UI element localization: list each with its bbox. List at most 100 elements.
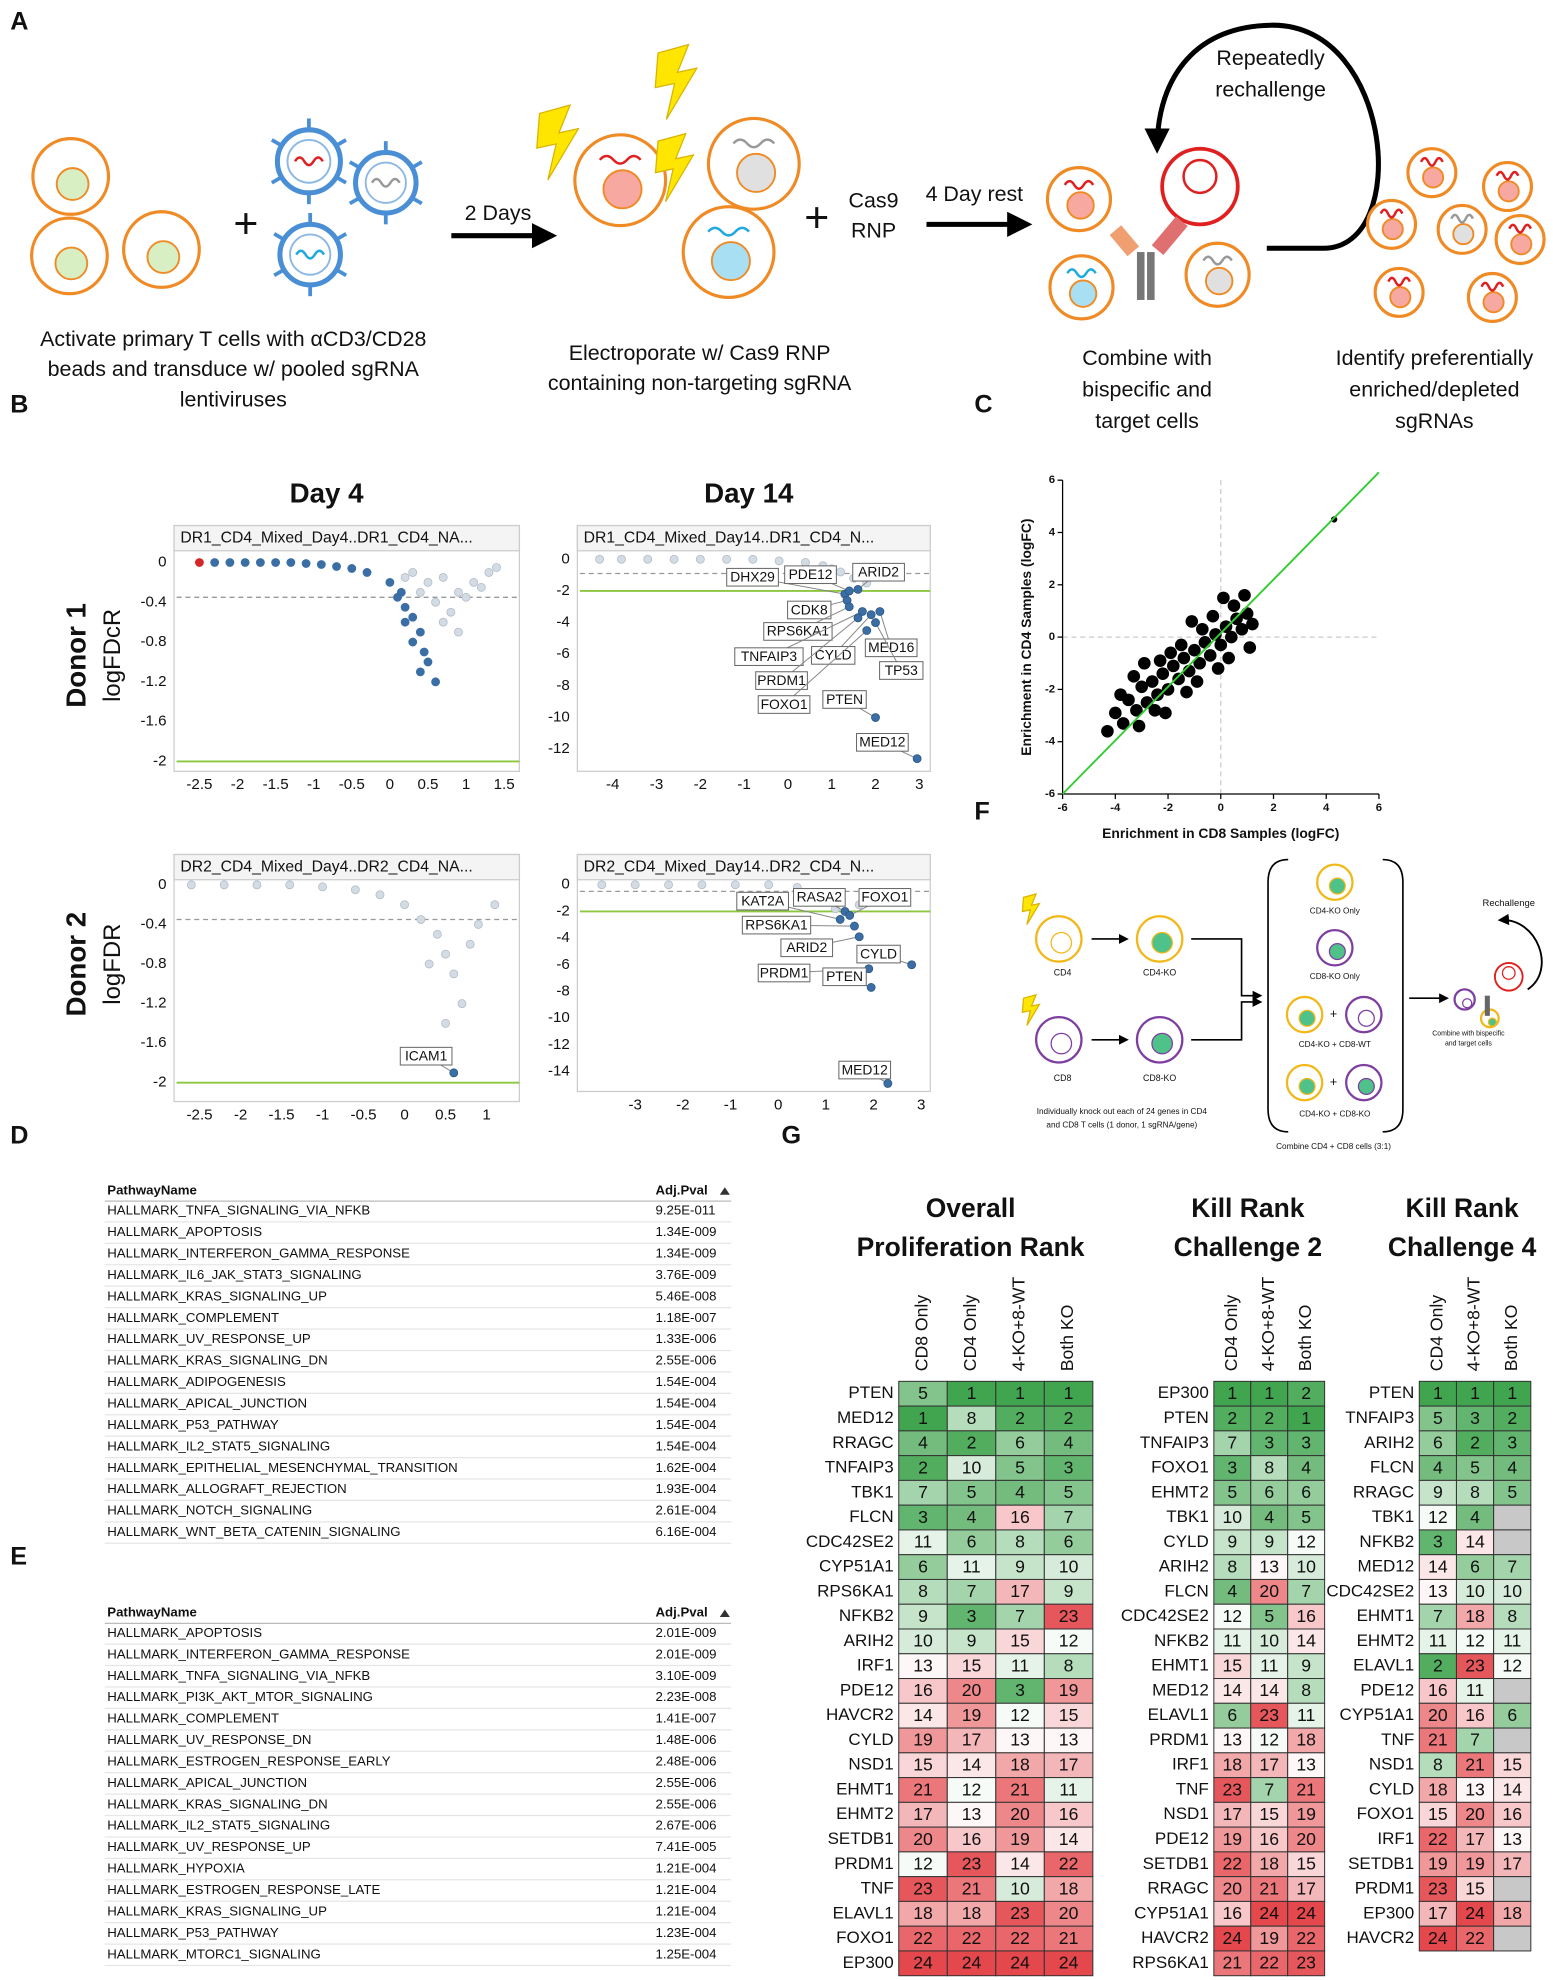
y-tick-label: 0 xyxy=(158,876,166,893)
table-cell: HALLMARK_INTERFERON_GAMMA_RESPONSE xyxy=(107,1246,410,1261)
plus: + xyxy=(1330,1007,1337,1021)
row-label: FOXO1 xyxy=(1357,1804,1415,1823)
heatmap-cell xyxy=(1250,1777,1289,1803)
gene-label: RPS6KA1 xyxy=(745,916,808,932)
heatmap-cell xyxy=(995,1727,1045,1754)
x-tick-label: -1 xyxy=(316,1106,329,1123)
cell-value: 8 xyxy=(1507,1606,1517,1626)
heatmap-cell xyxy=(995,1455,1045,1481)
label: bispecific and xyxy=(1082,377,1212,401)
cell-value: 2 xyxy=(1227,1408,1237,1428)
cell-value: 5 xyxy=(918,1383,928,1403)
row-label: NFKB2 xyxy=(1154,1631,1209,1650)
heatmap-cell xyxy=(1455,1702,1495,1729)
cell-value: 18 xyxy=(1296,1730,1316,1750)
cell-value: 1 xyxy=(1470,1383,1480,1403)
cell-value: 6 xyxy=(967,1532,977,1552)
cell-value: 7 xyxy=(967,1581,977,1601)
row-label: SETDB1 xyxy=(1143,1854,1209,1873)
heatmap-cell xyxy=(1250,1950,1289,1977)
row-label: RRAGC xyxy=(1147,1879,1208,1898)
heatmap-cell xyxy=(1493,1727,1532,1754)
row-label: TNF xyxy=(1176,1779,1209,1798)
cell-value: 22 xyxy=(1428,1829,1448,1849)
table-cell: 1.62E-004 xyxy=(656,1460,717,1475)
heatmap-cell xyxy=(898,1752,948,1779)
row-label: SETDB1 xyxy=(1348,1854,1414,1873)
cell-value: 12 xyxy=(1222,1606,1242,1626)
table-cell: HALLMARK_MTORC1_SIGNALING xyxy=(107,1946,321,1961)
heatmap-cell xyxy=(1287,1876,1326,1902)
cell-value: 3 xyxy=(1470,1408,1480,1428)
heatmap-cell xyxy=(1493,1752,1532,1779)
plus: + xyxy=(804,194,829,242)
cell-value: 11 xyxy=(1297,1705,1315,1725)
heatmap-cell xyxy=(1418,1504,1457,1531)
cell-value: 14 xyxy=(1222,1680,1242,1700)
point xyxy=(1185,615,1199,628)
point xyxy=(1174,638,1188,652)
point xyxy=(1130,704,1143,717)
heatmap-cell xyxy=(1493,1801,1532,1828)
cell-value: 2 xyxy=(1264,1408,1274,1428)
row-label: RRAGC xyxy=(832,1433,893,1452)
sgrna xyxy=(370,177,401,188)
heatmap-cell xyxy=(1455,1900,1495,1927)
row-label: MED12 xyxy=(837,1408,894,1427)
cell-value: 18 xyxy=(1259,1854,1279,1874)
point xyxy=(1116,717,1130,730)
gene-label: MED12 xyxy=(842,1061,889,1077)
point xyxy=(1177,651,1191,665)
heatmap-cell xyxy=(1250,1653,1289,1680)
gene-label: RASA2 xyxy=(797,889,843,905)
cell-value: 1 xyxy=(1064,1383,1074,1403)
heatmap-title: Overall xyxy=(926,1193,1016,1223)
heatmap-cell xyxy=(1287,1653,1326,1680)
cell-value: 19 xyxy=(1296,1804,1316,1824)
x-tick-label: 0 xyxy=(1218,802,1224,814)
cell-value: 8 xyxy=(1227,1556,1237,1576)
row-label: ARIH2 xyxy=(1364,1433,1414,1452)
point xyxy=(854,932,864,942)
cell-value: 9 xyxy=(967,1631,977,1651)
cell-value: 18 xyxy=(962,1903,982,1923)
nucleus xyxy=(1298,1009,1316,1027)
heatmap-cell xyxy=(1418,1603,1457,1630)
label: CD8 xyxy=(1054,1073,1072,1083)
table-cell: 2.01E-009 xyxy=(656,1625,717,1640)
cell-value: 21 xyxy=(1465,1754,1485,1774)
x-tick-label: -6 xyxy=(1058,802,1068,814)
table-cell: HALLMARK_IL2_STAT5_SIGNALING xyxy=(107,1438,330,1453)
table-cell: 2.61E-004 xyxy=(656,1503,717,1518)
heatmap-cell xyxy=(1455,1801,1495,1828)
virus xyxy=(353,149,419,216)
column-label: 4-KO+8-WT xyxy=(1258,1277,1278,1372)
cell-value: 20 xyxy=(962,1680,982,1700)
point xyxy=(396,587,406,597)
heatmap-cell xyxy=(1493,1851,1532,1878)
gene-label-box xyxy=(726,567,779,587)
heatmap-cell xyxy=(1213,1777,1252,1803)
cell-value: 8 xyxy=(918,1581,928,1601)
row-label: TNF xyxy=(861,1879,894,1898)
heatmap-cell xyxy=(1250,1801,1289,1828)
point xyxy=(697,880,707,890)
cell-value: 5 xyxy=(1301,1507,1311,1527)
point xyxy=(225,558,235,567)
table-cell: HALLMARK_INTERFERON_GAMMA_RESPONSE xyxy=(107,1646,410,1661)
target-nucleus xyxy=(1501,966,1516,980)
point xyxy=(362,568,372,577)
y-tick-label: -0.8 xyxy=(140,955,166,972)
heatmap-title: Challenge 4 xyxy=(1388,1232,1537,1262)
cell-value: 7 xyxy=(918,1482,928,1502)
gene-label-box xyxy=(787,600,832,620)
cell-value: 14 xyxy=(1465,1532,1485,1552)
cell-value: 23 xyxy=(962,1854,982,1874)
cell-value: 6 xyxy=(1507,1705,1517,1725)
label: Individually knock out each of 24 genes … xyxy=(1037,1107,1208,1116)
heatmap-cell xyxy=(1043,1430,1094,1457)
table-cell: 7.41E-005 xyxy=(656,1839,717,1854)
point xyxy=(853,584,863,594)
label: Activate primary T cells with αCD3/CD28 xyxy=(40,327,426,351)
cell-value: 15 xyxy=(1502,1754,1522,1774)
